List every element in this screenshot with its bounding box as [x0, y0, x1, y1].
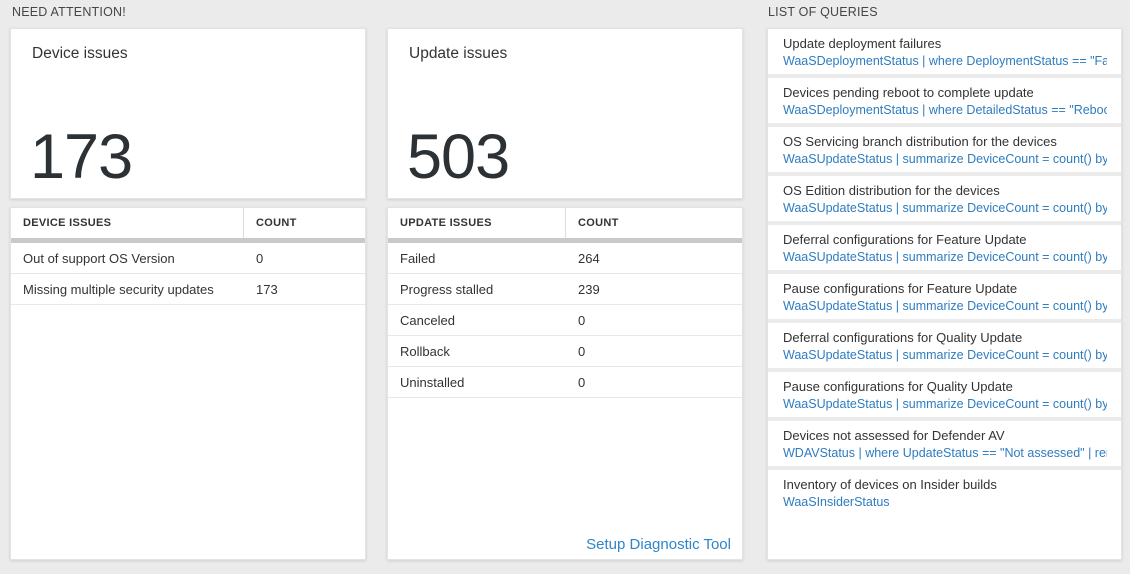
query-list-item[interactable]: Update deployment failures WaaSDeploymen… [768, 29, 1121, 78]
device-issues-column-header: DEVICE ISSUES [11, 208, 244, 238]
issue-name-cell: Failed [400, 250, 436, 266]
update-issues-table-header: UPDATE ISSUES COUNT [388, 208, 742, 238]
query-code-text: WaaSUpdateStatus | summarize DeviceCount… [783, 152, 1107, 166]
query-title: Update deployment failures [783, 36, 942, 51]
issue-name-cell: Out of support OS Version [23, 250, 175, 266]
query-list-item[interactable]: Deferral configurations for Quality Upda… [768, 323, 1121, 372]
query-list-item[interactable]: OS Servicing branch distribution for the… [768, 127, 1121, 176]
query-title: Devices pending reboot to complete updat… [783, 85, 1034, 100]
update-issues-count: 503 [407, 122, 510, 192]
table-row[interactable]: Canceled 0 [388, 305, 742, 336]
need-attention-section-label: NEED ATTENTION! [12, 5, 126, 19]
issue-name-cell: Missing multiple security updates [23, 281, 214, 297]
issue-name-cell: Progress stalled [400, 281, 494, 297]
device-issues-table-header: DEVICE ISSUES COUNT [11, 208, 365, 238]
query-list-item[interactable]: OS Edition distribution for the devices … [768, 176, 1121, 225]
query-list-item[interactable]: Inventory of devices on Insider builds W… [768, 470, 1121, 515]
query-list: Update deployment failures WaaSDeploymen… [768, 29, 1121, 515]
issue-name-cell: Rollback [400, 343, 450, 359]
device-issues-table-card: DEVICE ISSUES COUNT Out of support OS Ve… [10, 207, 366, 560]
issue-count-cell: 0 [578, 374, 586, 390]
device-table-scrollbar[interactable] [11, 238, 365, 243]
query-code-text: WaaSDeploymentStatus | where DeploymentS… [783, 54, 1107, 68]
query-code-text: WaaSUpdateStatus | summarize DeviceCount… [783, 201, 1107, 215]
query-list-item[interactable]: Devices pending reboot to complete updat… [768, 78, 1121, 127]
query-code-text: WaaSUpdateStatus | summarize DeviceCount… [783, 348, 1107, 362]
query-code-text: WaaSUpdateStatus | summarize DeviceCount… [783, 250, 1107, 264]
issue-count-cell: 239 [578, 281, 600, 297]
update-issues-table-card: UPDATE ISSUES COUNT Failed 264 Progress … [387, 207, 743, 560]
query-code-text: WaaSInsiderStatus [783, 495, 890, 509]
table-row[interactable]: Out of support OS Version 0 [11, 243, 365, 274]
query-list-item[interactable]: Pause configurations for Quality Update … [768, 372, 1121, 421]
setup-diagnostic-tool-link[interactable]: Setup Diagnostic Tool [586, 536, 731, 553]
query-title: Pause configurations for Feature Update [783, 281, 1018, 296]
list-of-queries-panel: Update deployment failures WaaSDeploymen… [767, 28, 1122, 560]
update-issues-table-body: Failed 264 Progress stalled 239 Canceled… [388, 243, 742, 398]
issue-name-cell: Uninstalled [400, 374, 465, 390]
device-issues-table-body: Out of support OS Version 0 Missing mult… [11, 243, 365, 305]
update-table-scrollbar[interactable] [388, 238, 742, 243]
query-code-text: WDAVStatus | where UpdateStatus == "Not … [783, 446, 1107, 460]
query-code-text: WaaSDeploymentStatus | where DetailedSta… [783, 103, 1107, 117]
query-code-text: WaaSUpdateStatus | summarize DeviceCount… [783, 397, 1107, 411]
issue-count-cell: 173 [256, 281, 278, 297]
query-title: Deferral configurations for Quality Upda… [783, 330, 1023, 345]
query-list-item[interactable]: Devices not assessed for Defender AV WDA… [768, 421, 1121, 470]
device-issues-tile-title: Device issues [32, 45, 128, 62]
query-list-item[interactable]: Pause configurations for Feature Update … [768, 274, 1121, 323]
issue-name-cell: Canceled [400, 312, 455, 328]
device-issues-count: 173 [30, 122, 133, 192]
query-title: Pause configurations for Quality Update [783, 379, 1013, 394]
query-title: OS Servicing branch distribution for the… [783, 134, 1057, 149]
update-issues-column-header: UPDATE ISSUES [388, 208, 566, 238]
query-list-item[interactable]: Deferral configurations for Feature Upda… [768, 225, 1121, 274]
device-issues-tile[interactable]: Device issues 173 [10, 28, 366, 199]
query-title: Devices not assessed for Defender AV [783, 428, 1005, 443]
table-row[interactable]: Rollback 0 [388, 336, 742, 367]
table-row[interactable]: Uninstalled 0 [388, 367, 742, 398]
query-code-text: WaaSUpdateStatus | summarize DeviceCount… [783, 299, 1107, 313]
table-row[interactable]: Progress stalled 239 [388, 274, 742, 305]
issue-count-cell: 0 [578, 312, 586, 328]
issue-count-cell: 0 [578, 343, 586, 359]
update-count-column-header: COUNT [578, 217, 619, 229]
update-issues-tile[interactable]: Update issues 503 [387, 28, 743, 199]
update-issues-tile-title: Update issues [409, 45, 508, 62]
query-title: OS Edition distribution for the devices [783, 183, 1000, 198]
device-count-column-header: COUNT [256, 217, 297, 229]
table-row[interactable]: Failed 264 [388, 243, 742, 274]
issue-count-cell: 264 [578, 250, 600, 266]
query-title: Inventory of devices on Insider builds [783, 477, 997, 492]
issue-count-cell: 0 [256, 250, 264, 266]
list-of-queries-section-label: LIST OF QUERIES [768, 5, 878, 19]
table-row[interactable]: Missing multiple security updates 173 [11, 274, 365, 305]
query-title: Deferral configurations for Feature Upda… [783, 232, 1027, 247]
